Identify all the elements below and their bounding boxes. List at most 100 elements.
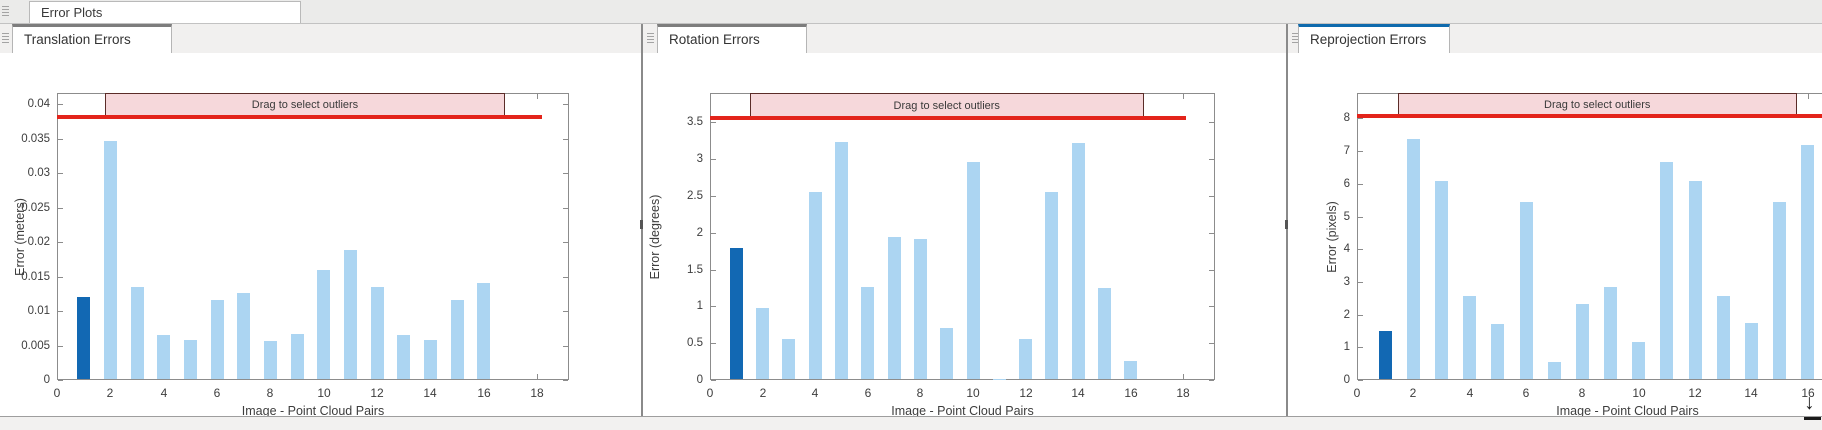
- tab-rotation-errors[interactable]: Rotation Errors: [657, 24, 807, 53]
- x-tick-label: 6: [1522, 386, 1530, 400]
- y-tick-mark: [563, 311, 568, 312]
- tab-label: Reprojection Errors: [1310, 32, 1427, 47]
- y-tick-mark: [58, 173, 63, 174]
- y-tick-mark: [58, 380, 63, 381]
- tab-error-plots[interactable]: Error Plots: [29, 1, 301, 23]
- bar[interactable]: [157, 334, 171, 379]
- bar[interactable]: [1575, 303, 1589, 379]
- x-tick-label: 8: [916, 386, 924, 400]
- bar[interactable]: [1435, 180, 1448, 379]
- band-label: Drag to select outliers: [251, 98, 359, 111]
- bar[interactable]: [782, 338, 796, 379]
- doc-tab-label: Error Plots: [41, 5, 103, 20]
- bar[interactable]: [423, 340, 437, 379]
- x-tick-mark: [537, 374, 538, 379]
- outlier-select-band[interactable]: Drag to select outliers: [105, 93, 505, 118]
- bar[interactable]: [1491, 324, 1505, 379]
- bar[interactable]: [1019, 338, 1033, 379]
- bar[interactable]: [103, 141, 117, 379]
- y-tick-mark: [58, 104, 63, 105]
- x-axis-label: Image - Point Cloud Pairs: [891, 404, 1034, 416]
- bar[interactable]: [756, 307, 770, 379]
- panel-grip-handle[interactable]: [1292, 33, 1299, 43]
- bar[interactable]: [992, 378, 1006, 380]
- threshold-line[interactable]: [710, 116, 1187, 120]
- vertical-splitter[interactable]: [1285, 24, 1289, 416]
- bar[interactable]: [317, 269, 331, 379]
- outlier-select-band[interactable]: Drag to select outliers: [1397, 93, 1797, 117]
- bar[interactable]: [1071, 143, 1085, 379]
- bar[interactable]: [237, 293, 251, 379]
- y-tick-label: 3.5: [687, 116, 703, 128]
- x-tick-label: 12: [370, 386, 384, 400]
- export-icon-underline: [1804, 417, 1821, 420]
- bar[interactable]: [1547, 361, 1561, 379]
- y-tick-mark: [711, 233, 716, 234]
- y-tick-label: 2.5: [687, 190, 703, 202]
- bar[interactable]: [966, 162, 980, 379]
- bar[interactable]: [130, 286, 144, 379]
- bar[interactable]: [1378, 331, 1392, 379]
- bar[interactable]: [729, 247, 743, 379]
- bar[interactable]: [1801, 144, 1815, 379]
- bar[interactable]: [1098, 288, 1111, 379]
- bar[interactable]: [1660, 161, 1674, 379]
- bar[interactable]: [183, 340, 197, 379]
- bar[interactable]: [1519, 201, 1533, 379]
- bar[interactable]: [343, 250, 357, 379]
- bar[interactable]: [450, 300, 464, 379]
- bar[interactable]: [1463, 296, 1477, 379]
- bar[interactable]: [397, 334, 411, 379]
- reprojection-errors-chart[interactable]: 012345678024681012141618Drag to select o…: [1288, 24, 1822, 416]
- bar[interactable]: [835, 142, 848, 379]
- y-tick-mark: [58, 346, 63, 347]
- rotation-errors-chart[interactable]: 0 0.5 1 1.5 2 2.5 3 3.5 0 2 4 6 8 10 12 14 16 18 Drag to s…: [643, 24, 1286, 416]
- x-tick-label: 10: [1632, 386, 1646, 400]
- bar[interactable]: [887, 236, 901, 379]
- bottom-strip: [0, 417, 1822, 430]
- bar[interactable]: [913, 238, 927, 379]
- splitter-knob-icon[interactable]: [640, 220, 644, 229]
- translation-errors-chart[interactable]: 0 0.005 0.01 0.015 0.02 0.025 0.03 0.035 0.04 0 2 4…: [0, 24, 641, 416]
- bar[interactable]: [1632, 341, 1646, 379]
- bar[interactable]: [477, 283, 491, 379]
- y-tick-mark: [1358, 347, 1363, 348]
- bar[interactable]: [1716, 296, 1730, 379]
- bar[interactable]: [940, 327, 954, 379]
- bar[interactable]: [290, 333, 304, 379]
- bar[interactable]: [210, 300, 224, 379]
- bar[interactable]: [1406, 138, 1420, 379]
- y-tick-mark: [1209, 233, 1214, 234]
- panel-grip-handle[interactable]: [647, 33, 654, 43]
- y-tick-label: 4: [1343, 243, 1350, 255]
- x-tick-label: 0: [53, 386, 61, 400]
- vertical-splitter[interactable]: [640, 24, 644, 416]
- bar[interactable]: [77, 296, 91, 379]
- plot-area[interactable]: [710, 93, 1215, 380]
- threshold-line[interactable]: [57, 115, 543, 120]
- bar[interactable]: [808, 191, 822, 379]
- x-tick-mark: [710, 94, 711, 99]
- splitter-knob-icon[interactable]: [1285, 220, 1289, 229]
- bar[interactable]: [861, 287, 875, 379]
- bar[interactable]: [1045, 191, 1059, 379]
- y-tick-label: 5: [1343, 211, 1350, 223]
- bar[interactable]: [370, 286, 384, 379]
- y-axis-label: Error (meters): [13, 197, 27, 276]
- threshold-line[interactable]: [1357, 114, 1822, 119]
- x-tick-label: 14: [423, 386, 437, 400]
- export-icon[interactable]: ↓: [1801, 391, 1822, 426]
- tab-reprojection-errors[interactable]: Reprojection Errors: [1298, 24, 1450, 53]
- y-tick-label: 1: [1343, 341, 1350, 353]
- panel-grip-handle[interactable]: [2, 33, 9, 43]
- outlier-select-band[interactable]: Drag to select outliers: [749, 93, 1144, 118]
- bar[interactable]: [263, 341, 277, 379]
- bar[interactable]: [1124, 360, 1138, 379]
- bar[interactable]: [1688, 180, 1702, 379]
- bar[interactable]: [1773, 201, 1787, 379]
- bar[interactable]: [1745, 322, 1758, 379]
- doc-tab-grip-handle[interactable]: [2, 6, 9, 16]
- bar[interactable]: [1604, 286, 1618, 379]
- x-tick-mark: [57, 374, 58, 379]
- tab-translation-errors[interactable]: Translation Errors: [12, 24, 172, 53]
